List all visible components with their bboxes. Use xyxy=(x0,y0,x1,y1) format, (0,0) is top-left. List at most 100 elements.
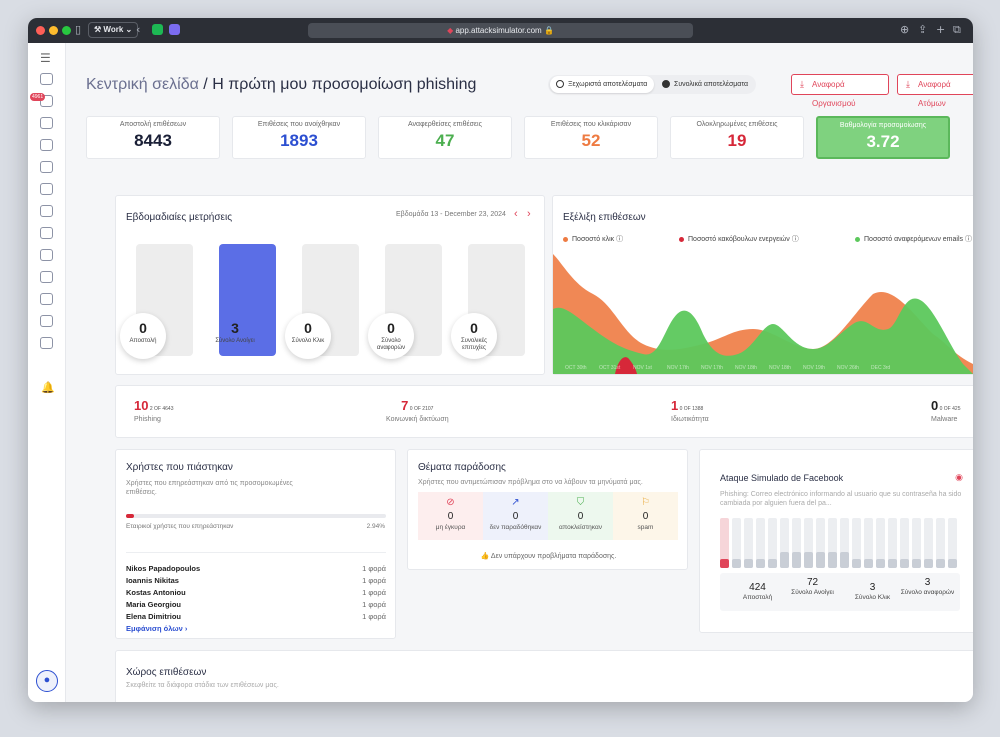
channel-value-row: 10 2 OF 4643 xyxy=(134,398,174,413)
browser-titlebar: ▯ ⚒ Work ⌄ ‹ ◆ app.attacksimulator.com 🔒… xyxy=(28,18,973,43)
x-tick-label: NOV 19th xyxy=(803,365,825,371)
x-tick-label: NOV 26th xyxy=(837,365,859,371)
view-eye-icon[interactable]: ◉ xyxy=(955,472,963,482)
user-row[interactable]: Nikos Papadopoulos 1 φορά xyxy=(126,564,386,573)
timeline-bar-fill xyxy=(912,559,921,568)
share-icon[interactable]: ⇪ xyxy=(918,23,928,36)
delivery-footer: 👍 Δεν υπάρχουν προβλήματα παράδοσης. xyxy=(480,553,617,560)
evolution-title: Εξέλιξη επιθέσεων xyxy=(563,212,646,223)
breadcrumb-home[interactable]: Κεντρική σελίδα xyxy=(86,76,199,93)
download-icon[interactable]: ⊕ xyxy=(900,23,910,36)
address-bar[interactable]: ◆ app.attacksimulator.com 🔒 xyxy=(308,23,693,38)
compromised-users-card: Χρήστες που πιάστηκαν Χρήστες που επηρεά… xyxy=(115,449,396,639)
new-tab-icon[interactable]: + xyxy=(936,23,946,36)
documents-icon[interactable] xyxy=(40,227,53,239)
url-text: app.attacksimulator.com xyxy=(455,26,542,35)
timeline-bar xyxy=(864,518,873,568)
separate-results-tab[interactable]: Ξεχωριστά αποτελέσματα xyxy=(550,76,654,93)
templates-icon[interactable] xyxy=(40,161,53,173)
org-report-button[interactable]: ⤓ Αναφορά Οργανισμού xyxy=(791,74,889,108)
compromised-progress-fill xyxy=(126,514,134,518)
shield-nav-icon[interactable] xyxy=(40,271,53,283)
extension-g-icon[interactable] xyxy=(152,24,163,35)
timeline-bar xyxy=(816,518,825,568)
extension-chat-icon[interactable] xyxy=(169,24,180,35)
user-row[interactable]: Kostas Antoniou 1 φορά xyxy=(126,588,386,597)
tabs-overview-icon[interactable]: ⧉ xyxy=(953,23,961,36)
users-icon[interactable] xyxy=(40,117,53,129)
delivery-icon: ⊘ xyxy=(446,497,455,508)
channel-value: 10 xyxy=(134,398,149,413)
timeline-bar-fill xyxy=(900,559,909,568)
close-window-button[interactable] xyxy=(36,26,45,35)
weekly-metric-circle: 0 Σύνολο αναφορών xyxy=(368,313,414,359)
info-icon: ⓘ xyxy=(614,236,624,243)
radio-icon xyxy=(556,80,564,88)
show-all-link[interactable]: Εμφάνιση όλων › xyxy=(126,624,188,633)
user-avatar[interactable]: ● xyxy=(36,670,58,692)
user-row[interactable]: Ioannis Nikitas 1 φορά xyxy=(126,576,386,585)
weekly-metric-label: Σύνολο Κλικ xyxy=(291,338,325,344)
user-row[interactable]: Maria Georgiou 1 φορά xyxy=(126,600,386,609)
courses-icon[interactable] xyxy=(40,315,53,327)
delivery-issues-card: Θέματα παράδοσης Χρήστες που αντιμετώπισ… xyxy=(407,449,688,570)
mail-icon[interactable] xyxy=(40,95,53,107)
prev-week-icon[interactable]: ‹ xyxy=(514,208,518,220)
hierarchy-icon[interactable] xyxy=(40,183,53,195)
profile-button[interactable]: ⚒ Work ⌄ xyxy=(88,22,139,38)
channel-value-row: 0 0 OF 425 xyxy=(931,398,960,413)
evolution-chart: OCT 30th OCT 31st NOV 1st NOV 17th NOV 17th N… xyxy=(553,254,973,374)
total-results-tab[interactable]: Συνολικά αποτελέσματα xyxy=(656,76,754,93)
facebook-stat-value: 3 xyxy=(924,577,931,588)
facebook-stat-value: 3 xyxy=(869,582,876,593)
legend-item: Ποσοστό κλικ ⓘ xyxy=(563,234,623,244)
progress-label: Εταιρικοί χρήστες που επηρεάστηκαν xyxy=(126,523,234,530)
inbox-icon[interactable] xyxy=(40,249,53,261)
delivery-item: ⛉ 0 αποκλείστηκαν xyxy=(548,492,613,540)
maximize-window-button[interactable] xyxy=(62,26,71,35)
back-icon[interactable]: ‹ xyxy=(136,23,141,36)
people-report-button[interactable]: ⤓ Αναφορά Ατόμων xyxy=(897,74,973,108)
training-icon[interactable] xyxy=(40,293,53,305)
reports-icon[interactable] xyxy=(40,139,53,151)
malicious-actions-area xyxy=(615,357,637,374)
weekly-metric-circle: 0 Σύνολο Κλικ xyxy=(285,313,331,359)
legend-label: Ποσοστό αναφερόμενων emails xyxy=(864,236,964,243)
timeline-bar-fill xyxy=(756,559,765,568)
timeline-bar-fill xyxy=(852,559,861,568)
delivery-icon: ↗ xyxy=(511,497,520,508)
timeline-bar-fill xyxy=(744,559,753,568)
delivery-label: δεν παραδόθηκαν xyxy=(489,524,542,531)
x-tick-label: NOV 17th xyxy=(667,365,689,371)
evolution-card: Εξέλιξη επιθέσεων Ποσοστό κλικ ⓘ Ποσοστό … xyxy=(552,195,973,375)
facebook-stat: 424 Αποστολή xyxy=(730,582,785,601)
user-times: 1 φορά xyxy=(362,576,386,585)
sidebar-toggle-icon[interactable]: ▯ xyxy=(75,23,82,36)
delivery-title: Θέματα παράδοσης xyxy=(418,462,506,473)
user-row[interactable]: Elena Dimitriou 1 φορά xyxy=(126,612,386,621)
channel-total: OF 425 xyxy=(943,406,961,412)
download-report-icon: ⤓ xyxy=(906,79,910,89)
weekly-metric-circle: 0 Συνολικές επιτυχίες xyxy=(451,313,497,359)
minimize-window-button[interactable] xyxy=(49,26,58,35)
channel-total: OF 2107 xyxy=(413,406,434,412)
dashboard-icon[interactable] xyxy=(40,73,53,85)
bell-icon[interactable]: 🔔 xyxy=(41,382,55,394)
next-week-icon[interactable]: › xyxy=(527,208,531,220)
legend-item: Ποσοστό κακόβουλων ενεργειών ⓘ xyxy=(679,234,799,244)
channel-sup: 2 xyxy=(148,406,155,412)
delivery-value: 0 xyxy=(512,511,519,522)
profile-label: Work xyxy=(103,25,124,34)
stat-value: 19 xyxy=(727,131,747,150)
tools-icon[interactable] xyxy=(40,337,53,349)
channel-sup: 0 xyxy=(408,406,414,412)
timeline-bar xyxy=(768,518,777,568)
building-icon[interactable] xyxy=(40,205,53,217)
total-results-label: Συνολικά αποτελέσματα xyxy=(674,81,749,88)
shield-icon: ◆ xyxy=(447,26,456,35)
weekly-metric-label: Σύνολο Ανοίγει xyxy=(215,338,255,344)
timeline-bar-fill xyxy=(888,559,897,568)
x-tick-label: NOV 18th xyxy=(735,365,757,371)
menu-icon[interactable]: ☰ xyxy=(40,51,51,65)
legend-dot xyxy=(679,236,684,242)
